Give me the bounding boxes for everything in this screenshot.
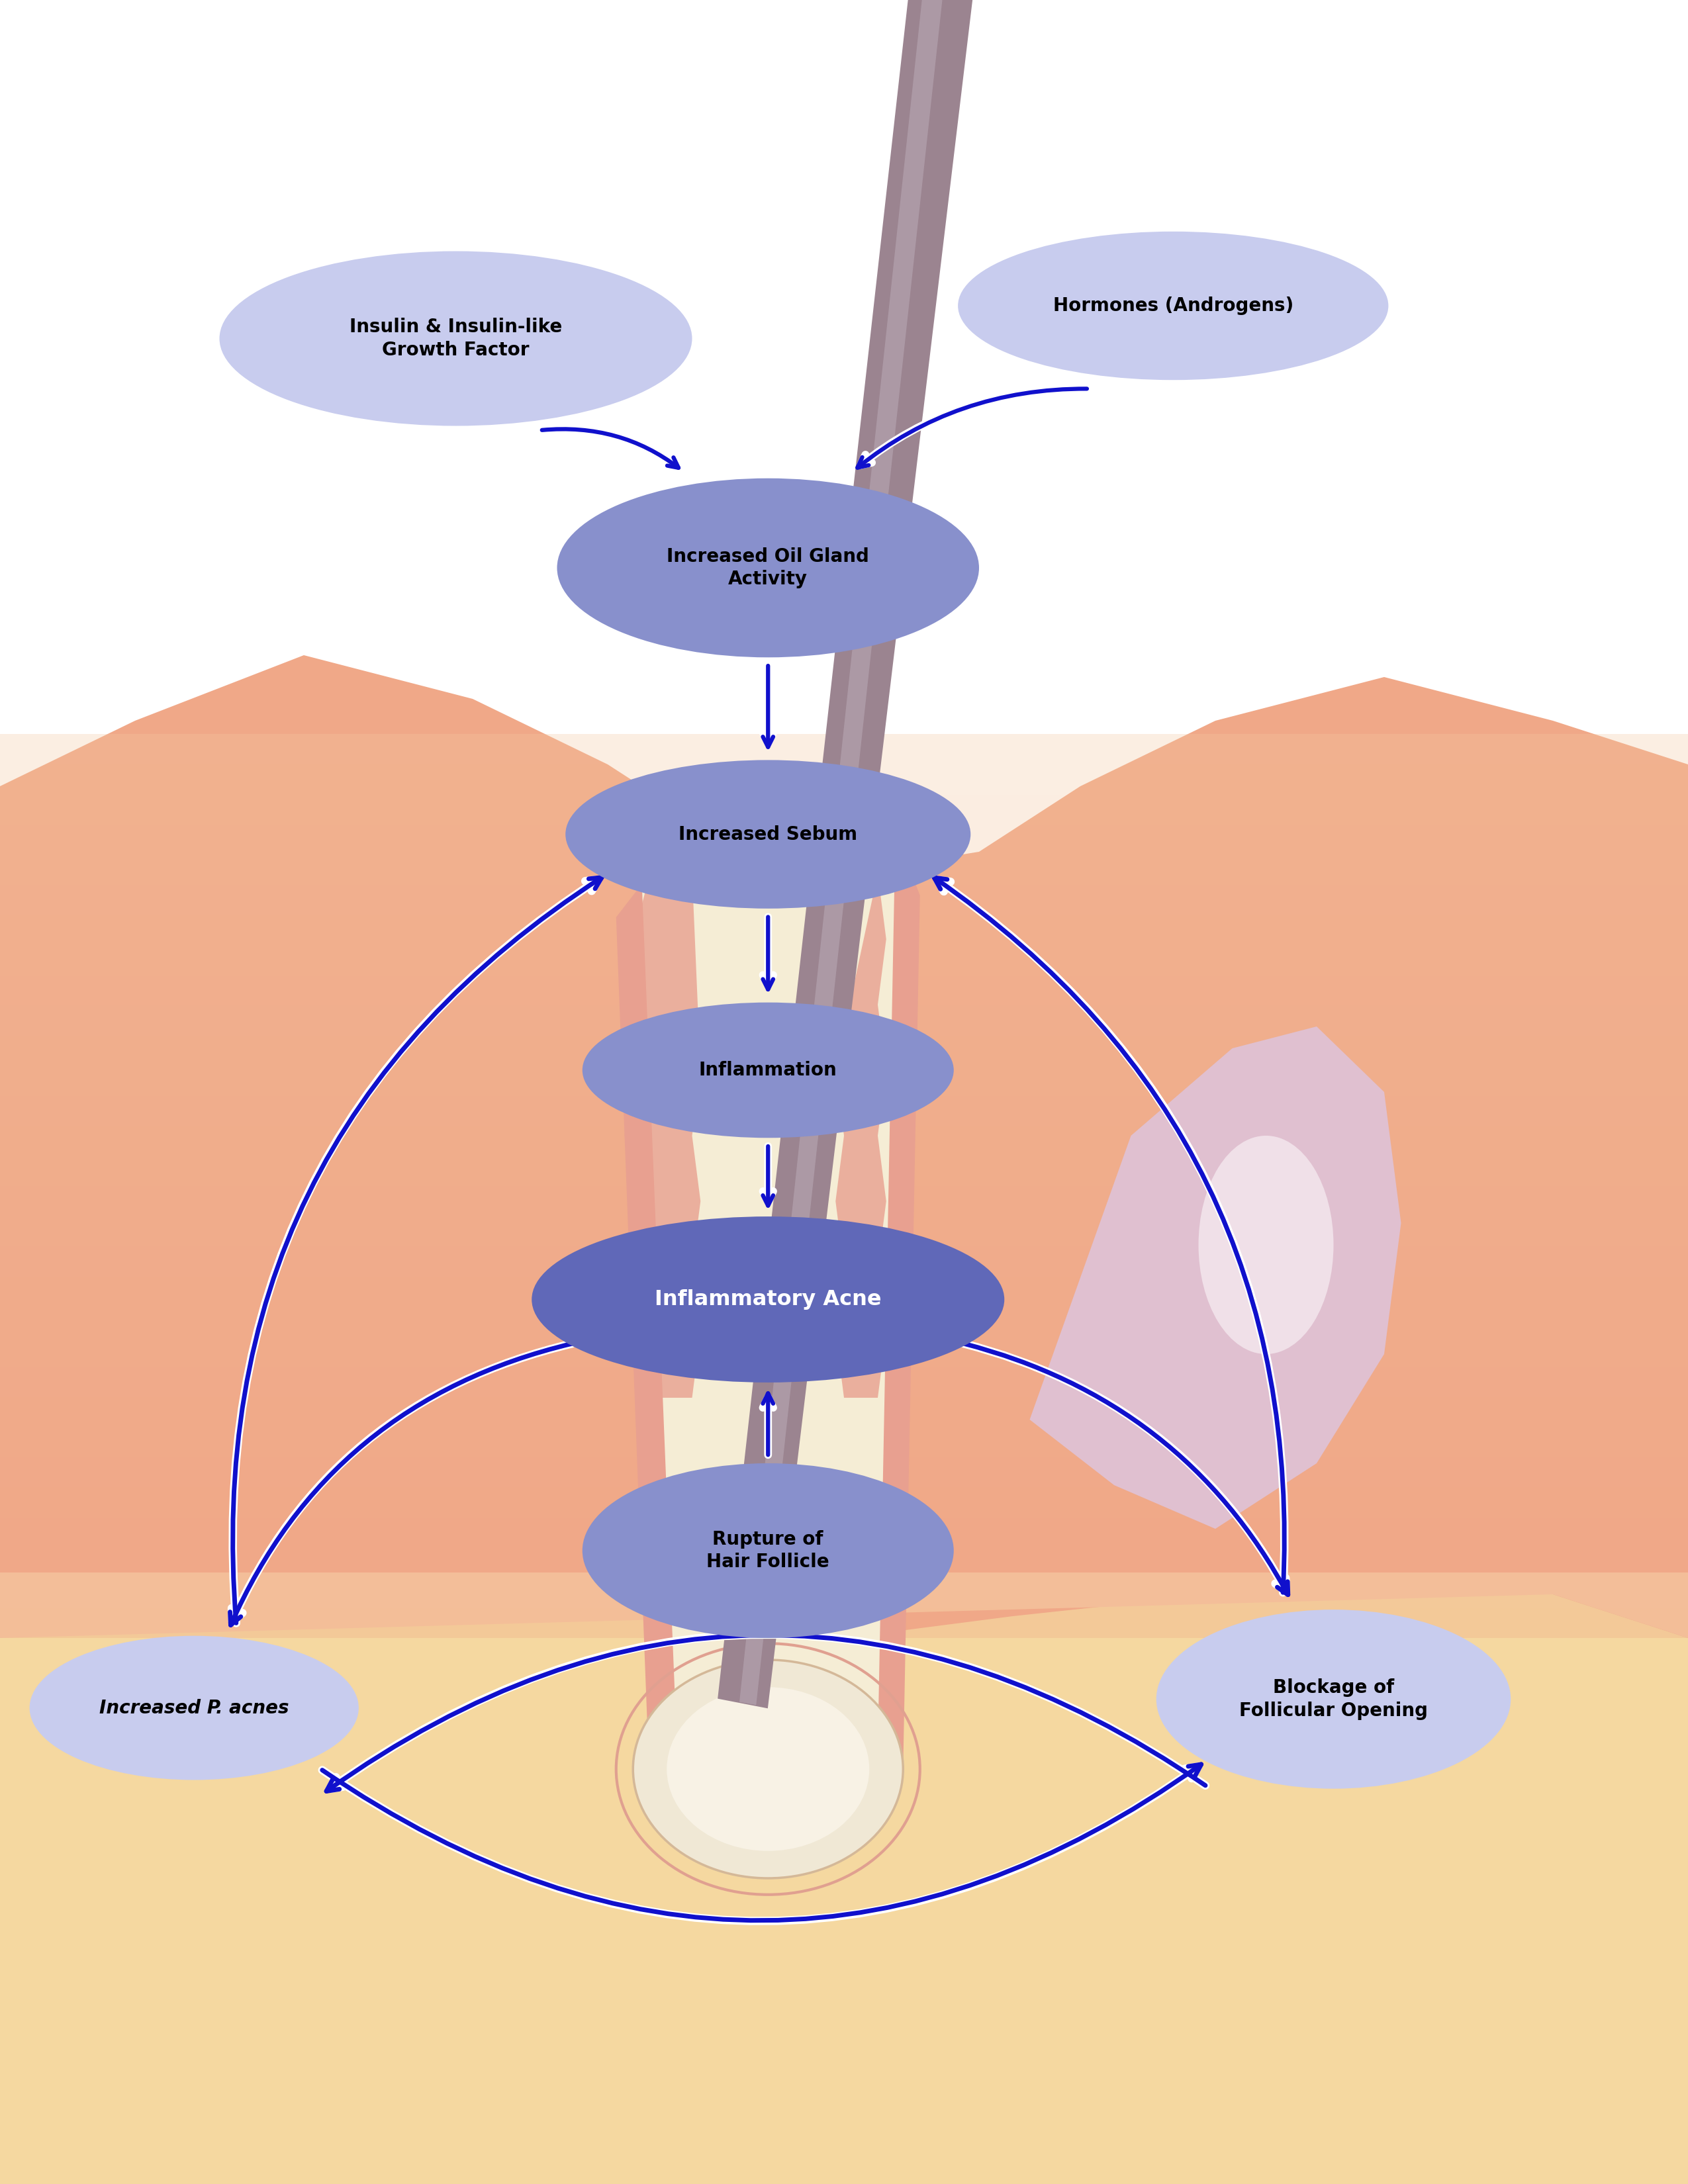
Text: Inflammation: Inflammation: [699, 1061, 837, 1079]
FancyArrowPatch shape: [322, 1765, 1202, 1920]
Text: Blockage of
Follicular Opening: Blockage of Follicular Opening: [1239, 1679, 1428, 1719]
Polygon shape: [0, 1337, 1688, 1367]
Ellipse shape: [565, 760, 971, 909]
Polygon shape: [625, 874, 701, 1398]
FancyArrowPatch shape: [233, 880, 598, 1623]
Polygon shape: [0, 655, 1688, 1638]
Text: Increased Oil Gland
Activity: Increased Oil Gland Activity: [667, 548, 869, 587]
Polygon shape: [0, 1127, 1688, 1155]
Polygon shape: [0, 1487, 1688, 1518]
Text: Increased Sebum: Increased Sebum: [679, 826, 858, 843]
Polygon shape: [0, 734, 1688, 764]
Ellipse shape: [633, 1660, 903, 1878]
Ellipse shape: [957, 232, 1388, 380]
Polygon shape: [0, 826, 1688, 854]
Polygon shape: [0, 1398, 1688, 1426]
Text: Increased P. acnes: Increased P. acnes: [100, 1699, 289, 1717]
Ellipse shape: [29, 1636, 358, 1780]
Text: Inflammatory Acne: Inflammatory Acne: [655, 1289, 881, 1310]
Ellipse shape: [582, 1463, 954, 1638]
Polygon shape: [0, 1005, 1688, 1035]
Polygon shape: [836, 874, 886, 1398]
Ellipse shape: [667, 1686, 869, 1852]
Polygon shape: [0, 1548, 1688, 1577]
Polygon shape: [641, 786, 895, 1813]
FancyArrowPatch shape: [231, 1343, 572, 1621]
Polygon shape: [0, 1518, 1688, 1548]
FancyArrowPatch shape: [964, 1343, 1286, 1592]
FancyArrowPatch shape: [542, 428, 679, 467]
Polygon shape: [0, 1426, 1688, 1457]
Polygon shape: [0, 1607, 1688, 1638]
FancyArrowPatch shape: [933, 878, 1285, 1592]
FancyArrowPatch shape: [763, 1147, 773, 1201]
Ellipse shape: [219, 251, 692, 426]
FancyArrowPatch shape: [861, 389, 1087, 465]
Polygon shape: [717, 0, 977, 1708]
Ellipse shape: [557, 478, 979, 657]
Polygon shape: [0, 1066, 1688, 1096]
Polygon shape: [0, 1096, 1688, 1127]
Polygon shape: [1030, 1026, 1401, 1529]
FancyArrowPatch shape: [858, 389, 1087, 467]
Polygon shape: [0, 1577, 1688, 1607]
Polygon shape: [0, 976, 1688, 1005]
Ellipse shape: [532, 1216, 1004, 1382]
Polygon shape: [0, 1155, 1688, 1186]
FancyArrowPatch shape: [937, 880, 1285, 1592]
Ellipse shape: [1198, 1136, 1334, 1354]
Polygon shape: [0, 915, 1688, 946]
Polygon shape: [0, 1186, 1688, 1216]
FancyArrowPatch shape: [326, 1636, 1205, 1791]
FancyArrowPatch shape: [763, 1398, 773, 1455]
Polygon shape: [0, 1247, 1688, 1275]
Polygon shape: [739, 0, 947, 1706]
Polygon shape: [0, 854, 1688, 885]
Polygon shape: [616, 775, 760, 1802]
Polygon shape: [0, 795, 1688, 826]
Polygon shape: [0, 946, 1688, 976]
FancyArrowPatch shape: [964, 1343, 1288, 1594]
Polygon shape: [0, 885, 1688, 915]
Polygon shape: [0, 1306, 1688, 1337]
FancyArrowPatch shape: [230, 1343, 572, 1625]
Polygon shape: [0, 1572, 1688, 2184]
FancyArrowPatch shape: [763, 1147, 773, 1206]
FancyArrowPatch shape: [763, 917, 773, 985]
Polygon shape: [0, 1275, 1688, 1306]
FancyArrowPatch shape: [763, 666, 773, 743]
Polygon shape: [0, 1216, 1688, 1247]
Polygon shape: [0, 1572, 1688, 1638]
Ellipse shape: [1156, 1610, 1511, 1789]
Polygon shape: [0, 1035, 1688, 1066]
Ellipse shape: [582, 1002, 954, 1138]
Text: Rupture of
Hair Follicle: Rupture of Hair Follicle: [707, 1531, 829, 1570]
Text: Hormones (Androgens): Hormones (Androgens): [1053, 297, 1293, 314]
FancyArrowPatch shape: [322, 1767, 1198, 1922]
FancyArrowPatch shape: [542, 428, 675, 465]
FancyArrowPatch shape: [329, 1634, 1205, 1789]
FancyArrowPatch shape: [763, 1393, 773, 1455]
FancyArrowPatch shape: [763, 917, 773, 989]
Polygon shape: [0, 1367, 1688, 1398]
Polygon shape: [0, 764, 1688, 795]
Polygon shape: [768, 775, 920, 1813]
Polygon shape: [0, 1457, 1688, 1487]
Text: Insulin & Insulin-like
Growth Factor: Insulin & Insulin-like Growth Factor: [349, 319, 562, 358]
FancyArrowPatch shape: [233, 878, 603, 1623]
FancyArrowPatch shape: [763, 666, 773, 747]
